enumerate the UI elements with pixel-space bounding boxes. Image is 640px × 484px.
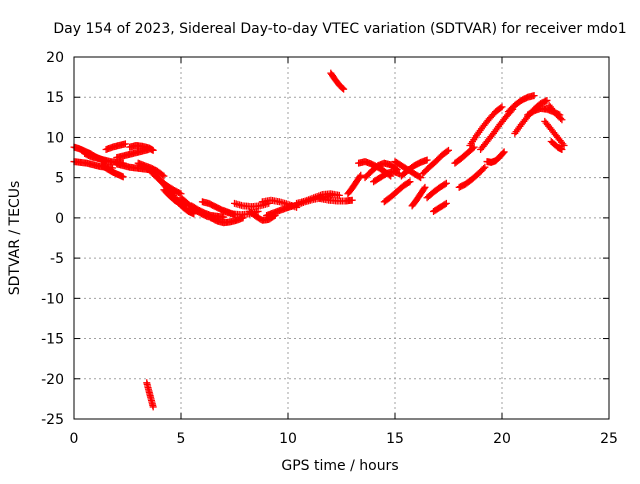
data-point bbox=[348, 196, 356, 204]
data-point bbox=[423, 156, 431, 164]
y-tick-label: 0 bbox=[55, 211, 64, 227]
data-point bbox=[481, 163, 489, 171]
data-point bbox=[470, 143, 478, 151]
data-point bbox=[480, 164, 488, 172]
data-point bbox=[357, 171, 365, 179]
y-axis-label: SDTVAR / TECUs bbox=[7, 181, 23, 296]
data-point bbox=[417, 174, 425, 182]
data-point bbox=[159, 171, 167, 179]
x-tick-label: 20 bbox=[493, 431, 511, 447]
data-point bbox=[442, 179, 450, 187]
data-point bbox=[560, 141, 568, 149]
data-point bbox=[557, 114, 565, 122]
y-tick-label: -20 bbox=[41, 372, 64, 388]
data-point bbox=[443, 147, 451, 155]
data-point bbox=[442, 199, 450, 207]
data-points-layer bbox=[70, 69, 568, 411]
data-point bbox=[121, 140, 129, 148]
chart-title: Day 154 of 2023, Sidereal Day-to-day VTE… bbox=[53, 21, 626, 37]
data-point bbox=[499, 149, 507, 157]
data-point bbox=[406, 178, 414, 186]
data-point bbox=[497, 104, 505, 112]
plot-frame bbox=[73, 56, 610, 420]
data-point bbox=[356, 173, 364, 181]
data-point bbox=[543, 96, 551, 104]
x-tick-label: 25 bbox=[600, 431, 618, 447]
y-tick-label: -10 bbox=[41, 291, 64, 307]
data-point bbox=[421, 183, 429, 191]
data-point bbox=[441, 200, 449, 208]
grid-layer bbox=[74, 57, 609, 419]
data-point bbox=[558, 146, 566, 154]
y-tick-label: 10 bbox=[46, 130, 64, 146]
data-point bbox=[441, 180, 449, 188]
data-point bbox=[149, 403, 157, 411]
data-point bbox=[558, 116, 566, 124]
data-point bbox=[498, 103, 506, 111]
y-tick-label: 15 bbox=[46, 90, 64, 106]
y-tick-label: -15 bbox=[41, 332, 64, 348]
x-tick-label: 10 bbox=[279, 431, 297, 447]
y-tick-label: 20 bbox=[46, 50, 64, 66]
data-point bbox=[339, 84, 347, 92]
data-point bbox=[415, 173, 423, 181]
y-tick-label: 5 bbox=[55, 171, 64, 187]
data-point bbox=[119, 173, 127, 181]
data-point bbox=[149, 146, 157, 154]
x-tick-label: 0 bbox=[70, 431, 79, 447]
data-point bbox=[559, 140, 567, 148]
y-tick-label: -25 bbox=[41, 412, 64, 428]
ticks-layer: -25 -20 -15 -10 -5 0 5 10 15 20 0 5 10 15 20 25 bbox=[41, 50, 618, 447]
x-tick-label: 15 bbox=[386, 431, 404, 447]
data-point bbox=[340, 85, 348, 93]
data-point bbox=[445, 146, 452, 154]
data-point bbox=[420, 185, 428, 193]
data-point bbox=[160, 172, 168, 180]
data-point bbox=[405, 178, 413, 186]
y-tick-label: -5 bbox=[50, 251, 64, 267]
data-point bbox=[530, 92, 538, 100]
x-axis-label: GPS time / hours bbox=[281, 458, 398, 474]
data-point bbox=[500, 148, 508, 156]
x-tick-label: 5 bbox=[177, 431, 186, 447]
